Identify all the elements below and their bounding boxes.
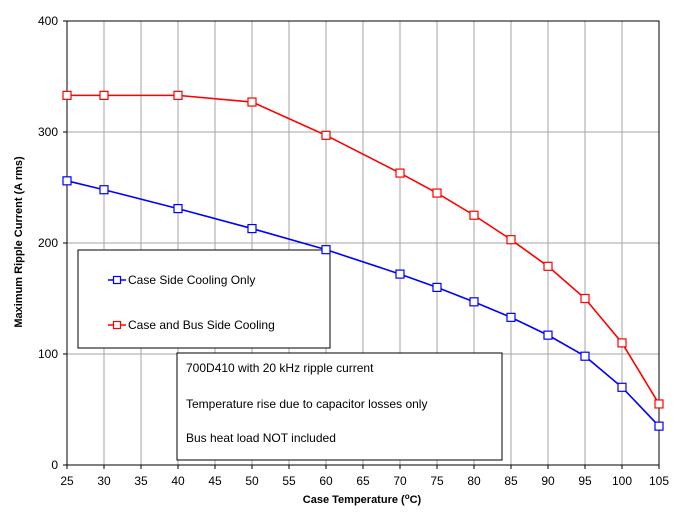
y-tick-label-4: 400 <box>38 14 58 28</box>
series-1-point-9 <box>543 261 553 271</box>
x-tick-label-13: 90 <box>541 474 555 488</box>
x-tick-label-14: 95 <box>578 474 592 488</box>
note-box: 700D410 with 20 kHz ripple current Tempe… <box>176 352 503 461</box>
series-1-point-1 <box>99 90 109 100</box>
x-tick-label-12: 85 <box>504 474 518 488</box>
series-0-point-4 <box>321 245 331 255</box>
y-tick-label-2: 200 <box>38 236 58 250</box>
x-axis-title-superscript: o <box>405 492 410 501</box>
x-tick-label-16: 105 <box>649 474 669 488</box>
x-tick-label-0: 25 <box>60 474 74 488</box>
series-0-point-7 <box>469 297 479 307</box>
x-tick-label-11: 80 <box>467 474 481 488</box>
x-tick-label-8: 65 <box>356 474 370 488</box>
series-1-point-2 <box>173 90 183 100</box>
y-axis-title: Maximum Ripple Current (A rms) <box>13 156 25 328</box>
series-0-point-10 <box>580 351 590 361</box>
series-0-point-1 <box>99 185 109 195</box>
series-1-point-6 <box>432 188 442 198</box>
y-tick-label-0: 0 <box>51 458 58 472</box>
x-axis-title: Case Temperature (oC) <box>303 492 422 506</box>
series-0-point-8 <box>506 312 516 322</box>
series-0-point-0 <box>62 176 72 186</box>
series-1-point-7 <box>469 210 479 220</box>
series-0-point-3 <box>247 223 257 234</box>
x-tick-label-7: 60 <box>319 474 333 488</box>
y-tick-label-1: 100 <box>38 347 58 361</box>
x-tick-label-9: 70 <box>393 474 407 488</box>
note-line-1: 700D410 with 20 kHz ripple current <box>186 361 374 375</box>
legend-label-series-1: Case and Bus Side Cooling <box>128 318 275 332</box>
x-axis-title-end: C) <box>410 494 422 506</box>
series-1-point-0 <box>62 90 72 100</box>
series-0-point-12 <box>654 421 664 431</box>
note-line-3: Bus heat load NOT included <box>186 431 336 445</box>
x-tick-label-6: 55 <box>282 474 296 488</box>
x-tick-label-10: 75 <box>430 474 444 488</box>
x-tick-label-5: 50 <box>245 474 259 488</box>
series-1-point-4 <box>321 130 331 140</box>
series-1-point-10 <box>580 293 590 304</box>
series-layer <box>62 90 664 431</box>
x-tick-label-1: 30 <box>97 474 111 488</box>
series-0-point-5 <box>395 269 405 279</box>
legend-box: Case Side Cooling Only Case and Bus Side… <box>77 249 331 349</box>
note-line-2: Temperature rise due to capacitor losses… <box>186 397 427 411</box>
x-tick-label-4: 45 <box>208 474 222 488</box>
x-tick-label-2: 35 <box>134 474 148 488</box>
legend-marker-series-0 <box>112 275 122 285</box>
x-axis-ticks: 25 30 35 40 45 50 55 60 65 70 75 80 85 90 95 100 105 <box>60 465 669 488</box>
legend-label-series-0: Case Side Cooling Only <box>128 273 255 287</box>
series-0-point-2 <box>173 203 183 214</box>
y-tick-label-3: 300 <box>38 125 58 139</box>
series-0-point-11 <box>617 382 627 392</box>
y-axis-ticks: 0 100 200 300 400 <box>38 14 67 472</box>
x-axis-title-main: Case Temperature ( <box>303 494 405 506</box>
x-tick-label-3: 40 <box>171 474 185 488</box>
series-1-point-11 <box>617 338 627 348</box>
series-1-point-3 <box>247 97 257 107</box>
series-1-point-5 <box>395 168 405 178</box>
series-0-point-9 <box>543 330 553 340</box>
series-1-point-8 <box>506 235 516 245</box>
series-0-point-6 <box>432 282 442 292</box>
x-tick-label-15: 100 <box>612 474 632 488</box>
series-1-point-12 <box>654 399 664 409</box>
legend-marker-series-1 <box>112 320 122 330</box>
